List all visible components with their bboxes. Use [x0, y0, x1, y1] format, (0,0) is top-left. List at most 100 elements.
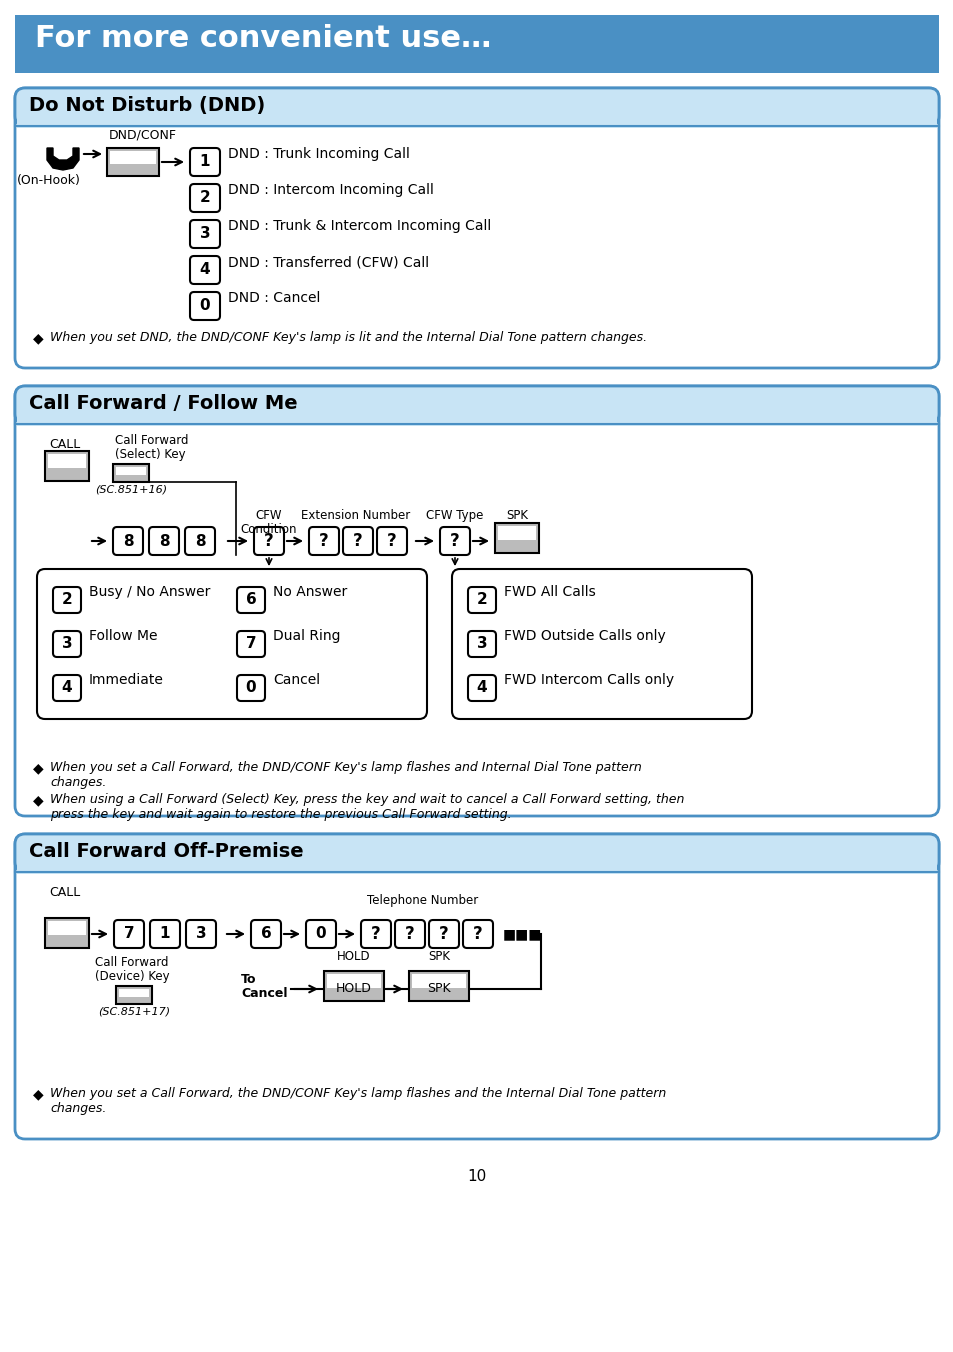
Text: 1: 1 — [159, 926, 170, 941]
Text: 2: 2 — [199, 191, 211, 206]
FancyBboxPatch shape — [37, 569, 427, 719]
Text: CFW Type: CFW Type — [426, 508, 483, 522]
FancyBboxPatch shape — [150, 919, 180, 948]
Bar — [17, 107, 936, 128]
Text: When you set a Call Forward, the DND/CONF Key's lamp flashes and Internal Dial T: When you set a Call Forward, the DND/CON… — [50, 761, 641, 790]
Text: (On-Hook): (On-Hook) — [17, 174, 81, 187]
FancyBboxPatch shape — [253, 527, 284, 556]
Text: DND/CONF: DND/CONF — [109, 128, 177, 142]
FancyBboxPatch shape — [15, 387, 938, 817]
FancyBboxPatch shape — [15, 834, 938, 872]
Bar — [497, 526, 536, 539]
FancyBboxPatch shape — [360, 919, 391, 948]
Text: FWD All Calls: FWD All Calls — [503, 585, 595, 599]
Text: (Device) Key: (Device) Key — [94, 969, 169, 983]
FancyBboxPatch shape — [185, 527, 214, 556]
Text: ?: ? — [405, 925, 415, 942]
Text: DND : Trunk & Intercom Incoming Call: DND : Trunk & Intercom Incoming Call — [228, 219, 491, 233]
Text: ◆: ◆ — [33, 1087, 44, 1101]
Text: CFW: CFW — [255, 508, 282, 522]
Text: Busy / No Answer: Busy / No Answer — [89, 585, 211, 599]
Text: Follow Me: Follow Me — [89, 629, 157, 644]
Text: SPK: SPK — [427, 983, 451, 995]
Text: 6: 6 — [260, 926, 271, 941]
FancyBboxPatch shape — [149, 527, 179, 556]
Text: (Select) Key: (Select) Key — [115, 448, 186, 461]
Text: 8: 8 — [194, 534, 205, 549]
Text: CALL: CALL — [50, 886, 81, 899]
Bar — [15, 15, 938, 73]
Text: DND : Intercom Incoming Call: DND : Intercom Incoming Call — [228, 183, 434, 197]
Bar — [17, 853, 936, 873]
Text: 4: 4 — [476, 680, 487, 695]
Bar — [45, 452, 89, 481]
Text: FWD Intercom Calls only: FWD Intercom Calls only — [503, 673, 674, 687]
Text: ■■■: ■■■ — [502, 927, 542, 941]
FancyBboxPatch shape — [113, 919, 144, 948]
Bar — [110, 151, 156, 164]
FancyBboxPatch shape — [462, 919, 493, 948]
Text: 3: 3 — [476, 637, 487, 652]
FancyBboxPatch shape — [468, 631, 496, 657]
Text: No Answer: No Answer — [273, 585, 347, 599]
Text: 8: 8 — [123, 534, 133, 549]
Text: ?: ? — [387, 531, 396, 550]
FancyBboxPatch shape — [53, 587, 81, 612]
Text: Extension Number: Extension Number — [301, 508, 410, 522]
Polygon shape — [47, 147, 79, 170]
FancyBboxPatch shape — [15, 88, 938, 368]
Text: Dual Ring: Dual Ring — [273, 629, 340, 644]
Text: ?: ? — [319, 531, 329, 550]
Bar — [116, 466, 146, 475]
Text: DND : Cancel: DND : Cancel — [228, 291, 320, 306]
FancyBboxPatch shape — [236, 631, 265, 657]
Text: 4: 4 — [199, 262, 210, 277]
Text: ?: ? — [353, 531, 362, 550]
Text: Telephone Number: Telephone Number — [367, 894, 478, 907]
FancyBboxPatch shape — [190, 147, 220, 176]
Text: CALL: CALL — [50, 438, 81, 452]
FancyBboxPatch shape — [309, 527, 338, 556]
FancyBboxPatch shape — [190, 256, 220, 284]
FancyBboxPatch shape — [251, 919, 281, 948]
FancyBboxPatch shape — [468, 587, 496, 612]
Bar — [324, 971, 384, 1000]
FancyBboxPatch shape — [376, 527, 407, 556]
Text: ◆: ◆ — [33, 761, 44, 775]
Text: 8: 8 — [158, 534, 169, 549]
Text: Call Forward: Call Forward — [95, 956, 169, 969]
Text: Cancel: Cancel — [273, 673, 320, 687]
FancyBboxPatch shape — [395, 919, 424, 948]
FancyBboxPatch shape — [15, 834, 938, 1138]
Text: Immediate: Immediate — [89, 673, 164, 687]
FancyBboxPatch shape — [452, 569, 751, 719]
Bar — [495, 523, 538, 553]
Text: 2: 2 — [62, 592, 72, 607]
FancyBboxPatch shape — [190, 184, 220, 212]
FancyBboxPatch shape — [186, 919, 215, 948]
Bar — [412, 973, 465, 987]
FancyBboxPatch shape — [53, 675, 81, 700]
Text: ?: ? — [264, 531, 274, 550]
Text: 4: 4 — [62, 680, 72, 695]
Bar — [45, 918, 89, 948]
Text: (SC.851+17): (SC.851+17) — [98, 1007, 170, 1017]
FancyBboxPatch shape — [112, 527, 143, 556]
FancyBboxPatch shape — [190, 292, 220, 320]
Text: (SC.851+16): (SC.851+16) — [95, 484, 167, 493]
FancyBboxPatch shape — [439, 527, 470, 556]
Text: 3: 3 — [199, 227, 210, 242]
Text: When using a Call Forward (Select) Key, press the key and wait to cancel a Call : When using a Call Forward (Select) Key, … — [50, 794, 683, 821]
FancyBboxPatch shape — [343, 527, 373, 556]
Text: HOLD: HOLD — [336, 950, 371, 963]
Text: 0: 0 — [246, 680, 256, 695]
FancyBboxPatch shape — [236, 675, 265, 700]
Text: To: To — [241, 973, 256, 986]
Bar — [48, 921, 86, 934]
Text: ?: ? — [438, 925, 449, 942]
Text: Call Forward Off-Premise: Call Forward Off-Premise — [29, 842, 303, 861]
Bar — [116, 986, 152, 1005]
Text: FWD Outside Calls only: FWD Outside Calls only — [503, 629, 665, 644]
Bar — [107, 147, 159, 176]
FancyBboxPatch shape — [468, 675, 496, 700]
